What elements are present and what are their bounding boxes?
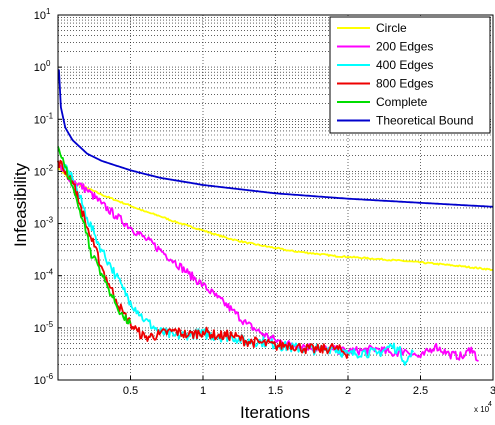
legend-box [329, 16, 491, 134]
y-tick-exponent: -4 [46, 268, 54, 277]
series-lines [57, 69, 494, 366]
x-multiplier-base: x 10 [474, 405, 490, 414]
legend-label: 400 Edges [376, 58, 433, 72]
x-multiplier: x 10 4 [474, 401, 492, 414]
series-line-theoretical-bound [58, 69, 494, 208]
axis-ticks: 0.5 1 1.5 2 2.5 310-610-510-410-310-210-110 01… [34, 7, 495, 397]
y-tick-label: 10 [34, 375, 46, 387]
legend-label: Circle [376, 21, 407, 35]
y-tick-exponent: -5 [46, 320, 54, 329]
y-tick-label: 10 [34, 114, 46, 126]
x-axis-label: Iterations [240, 403, 310, 422]
y-tick-label: 10 [34, 219, 46, 231]
series-line-circle [57, 166, 494, 271]
series-line-400-edges [57, 159, 415, 366]
y-tick-label: 10 [34, 62, 46, 74]
y-tick-label: 10 [34, 271, 46, 283]
legend-label: 800 Edges [376, 77, 433, 91]
y-tick-label: 10 [34, 166, 46, 178]
y-tick-exponent: 0 [46, 59, 51, 68]
x-tick-label: 3 [490, 385, 495, 397]
y-tick-exponent: 1 [46, 7, 51, 16]
legend: Circle 200 Edges 400 Edges 800 Edges Complet… [329, 16, 491, 134]
x-multiplier-exponent: 4 [488, 401, 492, 408]
y-tick-exponent: -2 [46, 163, 54, 172]
x-tick-label: 2.5 [413, 385, 428, 397]
legend-label: Complete [376, 95, 428, 109]
x-tick-label: 1 [200, 385, 206, 397]
x-tick-label: 0.5 [123, 385, 138, 397]
legend-label: 200 Edges [376, 40, 433, 54]
y-tick-label: 10 [34, 323, 46, 335]
y-tick-label: 10 [34, 10, 46, 22]
series-line-800-edges [57, 159, 349, 359]
y-tick-exponent: -1 [46, 111, 54, 120]
y-tick-exponent: -3 [46, 216, 54, 225]
y-axis-label: Infeasibility [11, 162, 30, 247]
y-tick-exponent: -6 [46, 372, 54, 381]
x-tick-label: 1.5 [268, 385, 283, 397]
x-tick-label: 2 [345, 385, 351, 397]
series-line-200-edges [57, 164, 479, 362]
legend-label: Theoretical Bound [376, 114, 473, 128]
series-line-complete [57, 146, 132, 325]
